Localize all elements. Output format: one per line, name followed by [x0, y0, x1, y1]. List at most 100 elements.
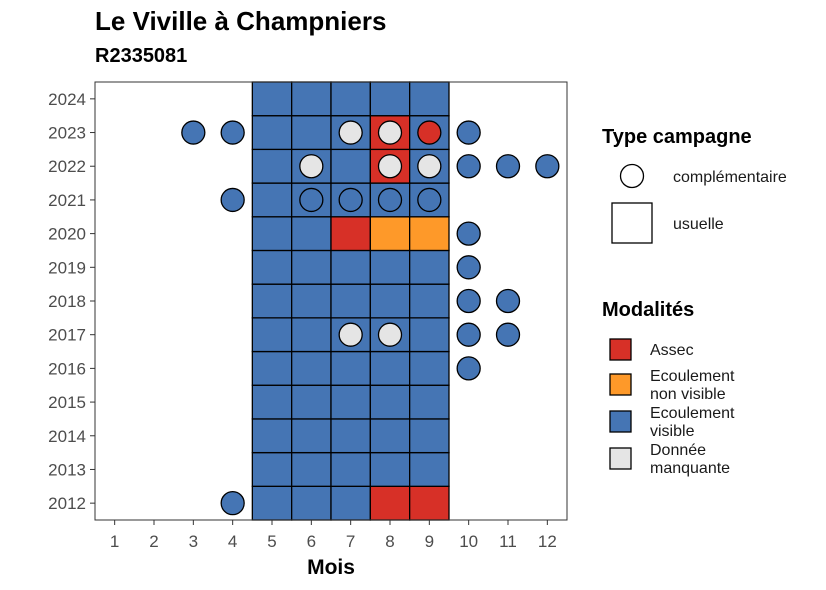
y-tick-label-2018: 2018: [48, 292, 86, 311]
y-tick-label-2017: 2017: [48, 326, 86, 345]
x-tick-label-12: 12: [538, 532, 557, 551]
y-tick-label-2014: 2014: [48, 427, 86, 446]
legend-type-label-0: complémentaire: [673, 169, 787, 186]
cell-2012-6: [291, 485, 332, 521]
cell-2020-7: [330, 216, 371, 252]
cell-2016-9: [409, 350, 450, 386]
cell-2012-7: [330, 485, 371, 521]
cell-2012-9: [409, 485, 450, 521]
legend-modalite-label-3: Donnée manquante: [650, 442, 730, 477]
cell-2012-8: [369, 485, 411, 521]
cell-2019-8: [369, 249, 411, 285]
cell-2014-5: [251, 418, 293, 454]
y-tick-label-2016: 2016: [48, 359, 86, 378]
chart-subtitle: R2335081: [95, 45, 188, 67]
cell-2015-5: [251, 384, 293, 420]
point-2019-10: [456, 255, 481, 280]
point-2023-8: [377, 120, 403, 145]
legend-modalite-label-2: Ecoulement visible: [650, 405, 735, 440]
y-tick-label-2023: 2023: [48, 124, 86, 143]
cell-2015-9: [409, 384, 450, 420]
point-2021-4: [220, 187, 245, 213]
point-2023-7: [338, 120, 363, 145]
cell-2017-9: [409, 317, 450, 353]
point-2022-10: [456, 154, 481, 179]
cell-2024-6: [291, 81, 332, 117]
x-tick-label-9: 9: [425, 532, 434, 551]
cell-2023-5: [251, 115, 293, 151]
cell-2016-8: [369, 350, 411, 386]
y-tick-label-2020: 2020: [48, 225, 86, 244]
point-2022-9: [417, 154, 442, 179]
point-2021-7: [338, 187, 363, 213]
cell-2024-7: [330, 81, 371, 117]
legend-square-icon: [611, 202, 653, 244]
cell-2024-5: [251, 81, 293, 117]
point-2023-4: [220, 120, 245, 145]
x-axis: 1 2 3 4 5 6 7 8 9 10 11 12: [110, 520, 557, 551]
cell-2015-8: [369, 384, 411, 420]
x-axis-title: Mois: [307, 556, 355, 579]
point-2022-12: [535, 154, 560, 179]
cell-2020-8: [369, 216, 411, 252]
point-2017-10: [456, 322, 481, 347]
x-tick-label-1: 1: [110, 532, 119, 551]
point-2021-6: [299, 187, 324, 213]
y-tick-label-2013: 2013: [48, 460, 86, 479]
point-2017-7: [338, 322, 363, 347]
cell-2013-6: [291, 451, 332, 487]
legend-swatch-3: [609, 447, 632, 470]
cell-2021-5: [251, 182, 293, 218]
cell-2014-7: [330, 418, 371, 454]
cell-2014-9: [409, 418, 450, 454]
cell-2014-8: [369, 418, 411, 454]
x-tick-label-7: 7: [346, 532, 355, 551]
cell-2012-5: [251, 485, 293, 521]
y-tick-label-2019: 2019: [48, 258, 86, 277]
cell-2016-6: [291, 350, 332, 386]
cell-2024-9: [409, 81, 450, 117]
cell-2019-6: [291, 249, 332, 285]
cell-2018-5: [251, 283, 293, 319]
cell-2015-6: [291, 384, 332, 420]
cell-2020-9: [409, 216, 450, 252]
legend: Type campagne complémentaire usuelle Modali…: [602, 126, 787, 477]
cell-2019-7: [330, 249, 371, 285]
cell-2013-5: [251, 451, 293, 487]
legend-modalite-label-0: Assec: [650, 342, 694, 359]
cell-2016-5: [251, 350, 293, 386]
point-2021-8: [377, 187, 403, 213]
cell-2019-9: [409, 249, 450, 285]
point-2022-11: [495, 154, 521, 179]
y-tick-label-2012: 2012: [48, 494, 86, 513]
usuelle-cells: [251, 81, 450, 521]
legend-swatch-0: [609, 338, 632, 361]
legend-circle-icon: [619, 163, 645, 189]
x-tick-label-2: 2: [149, 532, 158, 551]
cell-2020-6: [291, 216, 332, 252]
cell-2013-8: [369, 451, 411, 487]
y-tick-label-2021: 2021: [48, 191, 86, 210]
cell-2024-8: [369, 81, 411, 117]
x-tick-label-10: 10: [459, 532, 478, 551]
y-axis: 2012 2013 2014 2015 2016 2017 2018 2019 2020 2021…: [48, 90, 95, 513]
point-2016-10: [456, 356, 481, 381]
point-2023-9: [417, 120, 442, 145]
cell-2013-7: [330, 451, 371, 487]
cell-2022-7: [330, 148, 371, 184]
point-2017-8: [377, 322, 403, 347]
point-2017-11: [495, 322, 521, 347]
cell-2023-6: [291, 115, 332, 151]
cell-2018-6: [291, 283, 332, 319]
point-2018-11: [495, 288, 521, 314]
point-2018-10: [456, 288, 481, 314]
cell-2018-7: [330, 283, 371, 319]
cell-2013-9: [409, 451, 450, 487]
point-2023-3: [181, 120, 206, 145]
cell-2020-5: [251, 216, 293, 252]
complementaire-points: [181, 120, 560, 516]
legend-type-label-1: usuelle: [673, 216, 724, 233]
legend-modalites-title: Modalités: [602, 299, 694, 321]
chart-title: Le Viville à Champniers: [95, 6, 387, 36]
